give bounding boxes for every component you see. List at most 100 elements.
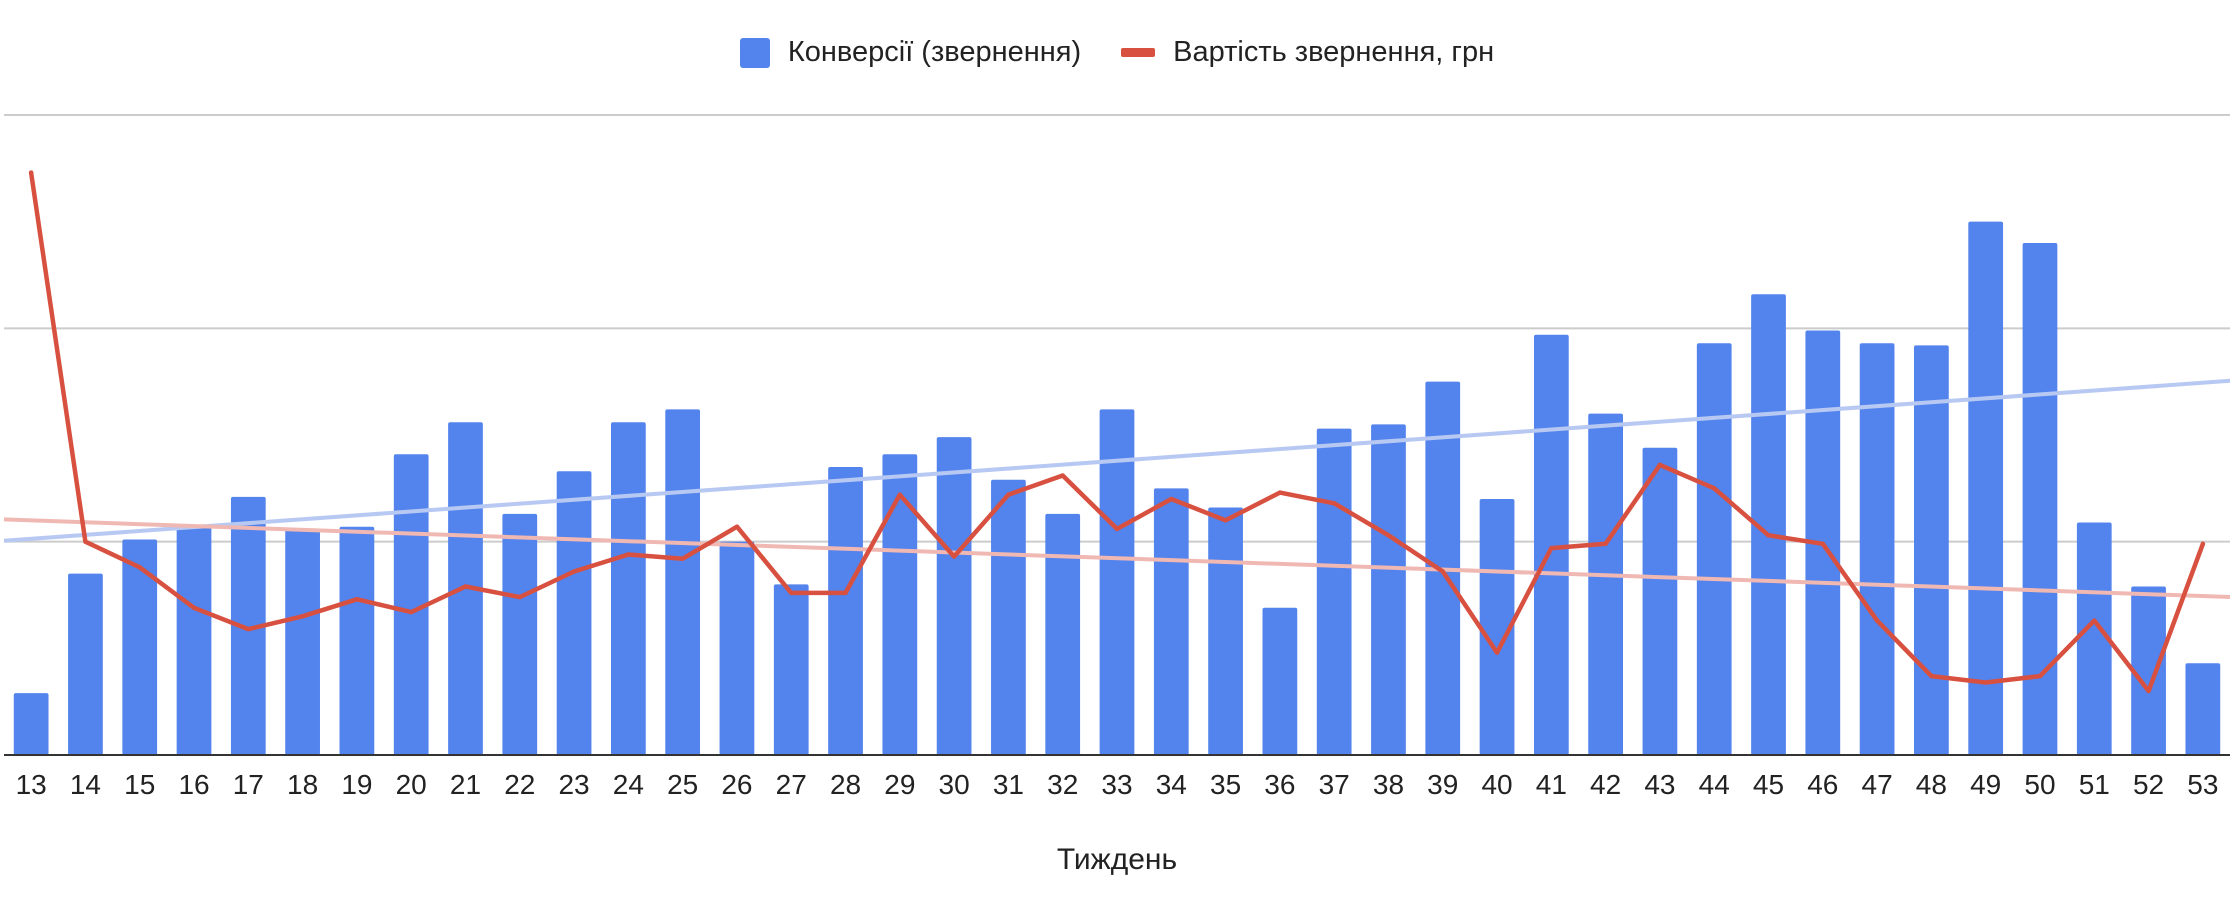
x-tick-label: 50 [2024, 769, 2055, 800]
legend-item-conversions[interactable]: Конверсії (звернення) [739, 36, 1081, 69]
bar-week-23 [556, 471, 592, 755]
bar-week-24 [610, 422, 646, 755]
bar-week-43 [1642, 447, 1678, 755]
cost-point-week-45 [1766, 533, 1771, 538]
x-tick-label: 13 [16, 769, 47, 800]
bar-week-38 [1371, 424, 1406, 755]
cost-point-week-34 [1169, 496, 1174, 502]
cost-point-week-47 [1874, 618, 1880, 623]
legend-item-cost[interactable]: Вартість звернення, грн [1121, 36, 1494, 69]
x-tick-label: 26 [721, 769, 752, 800]
x-tick-label: 17 [233, 769, 264, 800]
cost-point-week-37 [1331, 501, 1337, 506]
x-tick-label: 52 [2133, 769, 2164, 800]
bar-week-22 [502, 513, 538, 755]
cost-point-week-22 [517, 594, 522, 600]
x-tick-label: 47 [1862, 769, 1893, 800]
x-tick-label: 18 [287, 769, 318, 800]
bar-week-41 [1533, 334, 1569, 755]
bar-week-30 [936, 437, 972, 755]
cost-point-week-39 [1440, 569, 1445, 574]
cost-point-week-31 [1006, 492, 1011, 497]
cost-point-week-38 [1386, 533, 1391, 538]
cost-point-week-40 [1494, 650, 1500, 655]
x-tick-label: 24 [613, 769, 644, 800]
bar-week-14 [68, 573, 103, 755]
x-tick-label: 29 [884, 769, 915, 800]
bar-week-19 [339, 526, 375, 755]
x-tick-label: 33 [1101, 769, 1132, 800]
x-tick-label: 21 [450, 769, 481, 800]
x-tick-label: 20 [396, 769, 427, 800]
cost-point-week-43 [1657, 462, 1663, 468]
cost-point-week-23 [571, 569, 577, 574]
bar-week-40 [1479, 499, 1515, 755]
x-tick-label: 16 [178, 769, 209, 800]
bar-week-33 [1099, 409, 1135, 755]
cost-point-week-36 [1277, 490, 1283, 495]
x-tick-label: 48 [1916, 769, 1947, 800]
bar-week-31 [991, 479, 1026, 755]
bar-week-53 [2185, 663, 2221, 755]
cost-point-week-18 [300, 614, 305, 619]
bar-week-45 [1751, 294, 1786, 755]
bar-week-36 [1262, 607, 1298, 755]
cost-point-week-26 [734, 524, 740, 529]
cost-point-week-50 [2037, 673, 2043, 679]
cost-point-week-30 [951, 554, 957, 559]
x-tick-label: 53 [2187, 769, 2218, 800]
x-tick-label: 46 [1807, 769, 1838, 800]
cost-point-week-49 [1983, 680, 1988, 685]
x-tick-label: 38 [1373, 769, 1404, 800]
x-tick-label: 28 [830, 769, 861, 800]
bar-week-27 [773, 584, 809, 755]
bar-week-32 [1045, 513, 1081, 755]
bar-week-35 [1208, 507, 1243, 755]
bar-week-25 [665, 409, 701, 755]
bar-week-34 [1153, 488, 1189, 755]
x-tick-label: 45 [1753, 769, 1784, 800]
bar-week-42 [1588, 413, 1624, 755]
x-tick-label: 15 [124, 769, 155, 800]
line-series [28, 170, 2206, 694]
cost-point-week-13 [28, 170, 34, 175]
cost-point-week-35 [1223, 518, 1228, 523]
cost-point-week-20 [408, 609, 414, 615]
cost-point-week-27 [789, 590, 794, 596]
bar-week-47 [1859, 343, 1895, 755]
cost-point-week-19 [354, 597, 360, 602]
x-tick-label: 49 [1970, 769, 2001, 800]
x-tick-label: 37 [1319, 769, 1350, 800]
x-tick-label: 40 [1481, 769, 1512, 800]
bar-week-20 [393, 454, 429, 755]
bar-week-18 [285, 528, 320, 755]
cost-point-week-42 [1603, 541, 1608, 546]
cost-point-week-44 [1712, 486, 1717, 491]
x-tick-label: 32 [1047, 769, 1078, 800]
x-tick-label: 19 [341, 769, 372, 800]
x-tick-label: 39 [1427, 769, 1458, 800]
cost-point-week-41 [1549, 545, 1554, 551]
cost-point-week-24 [626, 552, 631, 557]
legend-swatch-conversions [739, 37, 770, 68]
cost-point-week-46 [1820, 541, 1826, 546]
legend: Конверсії (звернення) Вартість звернення… [0, 36, 2234, 69]
bar-week-13 [13, 693, 49, 755]
trendline-cost [3, 517, 2231, 600]
x-tick-labels: 13 14 15 16 17 18 19 20 21 22 23 24 25 26 27 28 29 30 31 32… [16, 769, 2219, 800]
x-tick-label: 27 [776, 769, 807, 800]
cost-point-week-48 [1929, 673, 1934, 679]
cost-point-week-33 [1114, 526, 1120, 532]
x-tick-label: 44 [1699, 769, 1730, 800]
x-tick-label: 43 [1644, 769, 1675, 800]
x-tick-label: 42 [1590, 769, 1621, 800]
x-tick-label: 35 [1210, 769, 1241, 800]
bar-week-29 [882, 454, 918, 755]
cost-point-week-16 [191, 605, 197, 610]
cost-point-week-14 [83, 539, 88, 544]
bar-week-52 [2131, 586, 2166, 755]
cost-point-week-21 [463, 584, 468, 589]
cost-point-week-29 [897, 492, 903, 497]
x-tick-label: 34 [1156, 769, 1187, 800]
